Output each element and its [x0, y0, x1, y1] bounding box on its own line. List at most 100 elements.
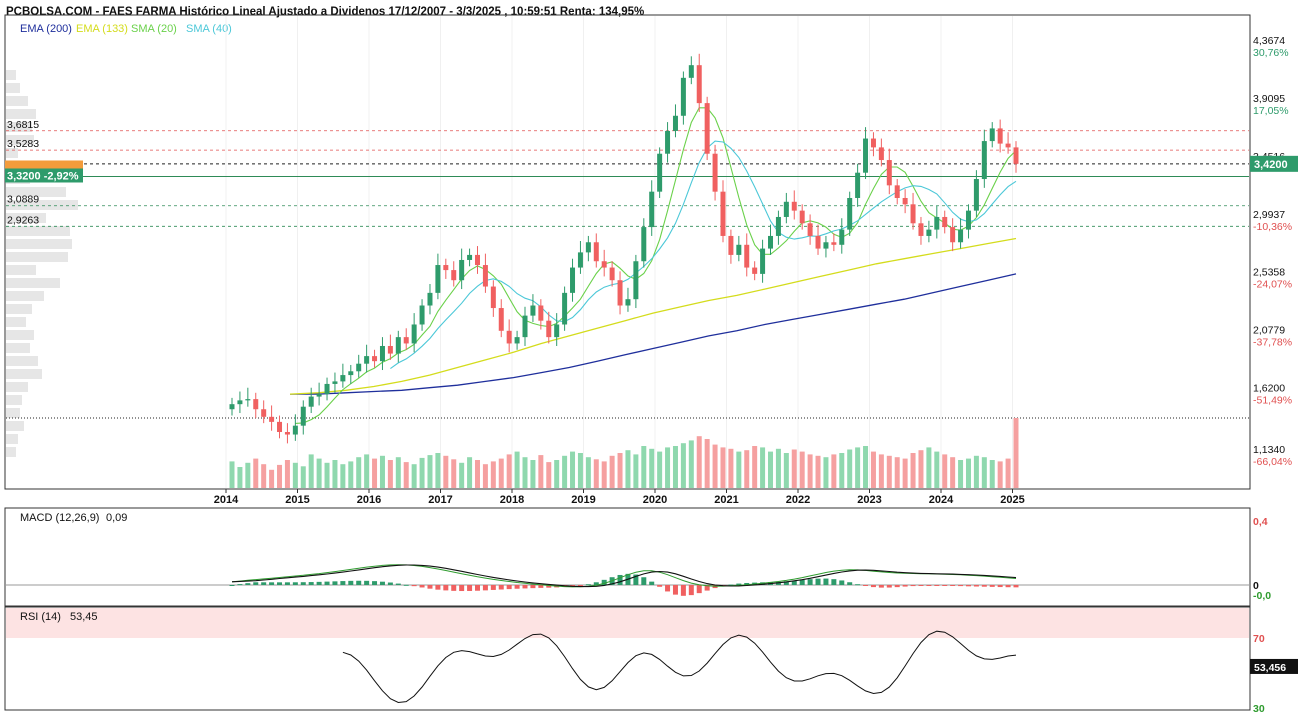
time-tick-label: 2025 — [1000, 494, 1024, 506]
volume-bar — [474, 460, 480, 488]
volume-profile-bar — [6, 187, 66, 197]
candle-body — [981, 141, 987, 180]
time-tick-label: 2015 — [285, 494, 309, 506]
volume-bar — [245, 462, 251, 488]
macd-histogram-bar — [665, 585, 671, 592]
left-level-label: 3,5283 — [7, 138, 39, 150]
volume-bar — [443, 455, 449, 488]
macd-histogram-bar — [506, 585, 512, 590]
time-tick-label: 2018 — [500, 494, 524, 506]
volume-bar — [411, 464, 417, 488]
rsi-current-badge — [1250, 658, 1298, 674]
volume-profile-bar — [6, 96, 28, 106]
macd-histogram-bar — [372, 581, 378, 585]
rsi-current-label: 53,456 — [1254, 662, 1286, 674]
volume-bar — [316, 458, 322, 488]
macd-histogram-bar — [300, 582, 306, 585]
volume-bar — [831, 454, 837, 488]
candle-body — [831, 242, 837, 245]
macd-histogram-bar — [855, 584, 861, 586]
candle-body — [934, 216, 940, 230]
time-tick-label: 2019 — [571, 494, 595, 506]
candle-body — [316, 394, 322, 397]
volume-bar — [958, 460, 964, 488]
volume-bar — [419, 457, 425, 488]
volume-bar — [364, 454, 370, 488]
macd-histogram-bar — [498, 585, 504, 590]
macd-histogram-bar — [332, 581, 338, 585]
candle-body — [752, 267, 758, 274]
price-tick-label: 2,5358 — [1253, 267, 1285, 279]
macd-histogram-bar — [427, 585, 433, 589]
macd-histogram-bar — [269, 582, 275, 585]
candle-body — [989, 128, 995, 142]
volume-bar — [696, 436, 702, 488]
candle-body — [570, 267, 576, 293]
volume-bar — [562, 455, 568, 488]
candle-body — [918, 223, 924, 236]
macd-histogram-bar — [435, 585, 441, 590]
macd-histogram-bar — [950, 585, 956, 586]
macd-histogram-bar — [783, 581, 789, 585]
volume-bar — [237, 467, 243, 488]
volume-bar — [387, 460, 393, 488]
macd-histogram-bar — [839, 580, 845, 585]
candle-body — [269, 416, 275, 422]
left-level-labels: 3,6815 3,5283 3,0889 2,9263 3,3200 -2,92% — [5, 119, 83, 226]
candle-body — [680, 77, 686, 116]
rsi-tick-label: 30 — [1253, 703, 1265, 712]
price-tick-label: 3,9095 — [1253, 93, 1285, 105]
candle-body — [292, 425, 298, 435]
volume-bar — [942, 454, 948, 488]
moving-average-lines — [289, 107, 1017, 424]
candle-body — [411, 324, 417, 344]
volume-profile-bar — [6, 239, 72, 249]
macd-histogram-bar — [348, 580, 354, 585]
macd-tick-label: 0 — [1253, 580, 1259, 592]
macd-histogram-bar — [910, 585, 916, 587]
volume-profile-bar — [6, 395, 22, 405]
candle-body — [870, 138, 876, 148]
volume-bar — [324, 462, 330, 488]
macd-histogram-bar — [387, 582, 393, 585]
time-axis: 2014 2015 2016 2017 2018 2019 2020 2021 2022 2023… — [214, 489, 1025, 506]
price-tick-percent: -66,04% — [1253, 456, 1292, 468]
macd-histogram-bar — [617, 574, 623, 585]
time-tick-label: 2021 — [714, 494, 738, 506]
price-level-lines — [6, 130, 1249, 419]
macd-histogram-bar — [514, 585, 520, 589]
volume-bar — [665, 447, 671, 488]
volume-bar — [340, 464, 346, 488]
candle-body — [506, 330, 512, 344]
time-tick-label: 2016 — [357, 494, 381, 506]
volume-bar — [728, 448, 734, 488]
candle-body — [657, 153, 663, 192]
volume-profile-bar — [6, 122, 32, 132]
candle-body — [902, 197, 908, 205]
candle-body — [451, 270, 457, 281]
candle-body — [760, 248, 766, 274]
candle-body — [973, 179, 979, 211]
macd-histogram-bar — [847, 582, 853, 585]
macd-line — [231, 564, 1017, 588]
candle-body — [459, 259, 465, 281]
time-tick-label: 2023 — [857, 494, 881, 506]
candle-body — [585, 242, 591, 253]
volume-bar — [775, 448, 781, 488]
candle-body — [577, 252, 583, 268]
volume-profile-bar — [6, 447, 16, 457]
ema200-line — [290, 273, 1017, 395]
candle-body — [245, 399, 251, 401]
macd-histogram-bar — [886, 585, 892, 588]
macd-histogram-bar — [340, 581, 346, 585]
left-level-label: 3,0889 — [7, 194, 39, 206]
macd-histogram-bar — [308, 582, 314, 585]
macd-histogram-bar — [831, 579, 837, 585]
volume-bar — [300, 466, 306, 488]
volume-bar — [918, 450, 924, 488]
volume-profile-bar — [6, 109, 36, 119]
volume-bar — [625, 450, 631, 488]
candle-body — [435, 265, 441, 293]
macd-panel-frame — [4, 507, 1251, 607]
